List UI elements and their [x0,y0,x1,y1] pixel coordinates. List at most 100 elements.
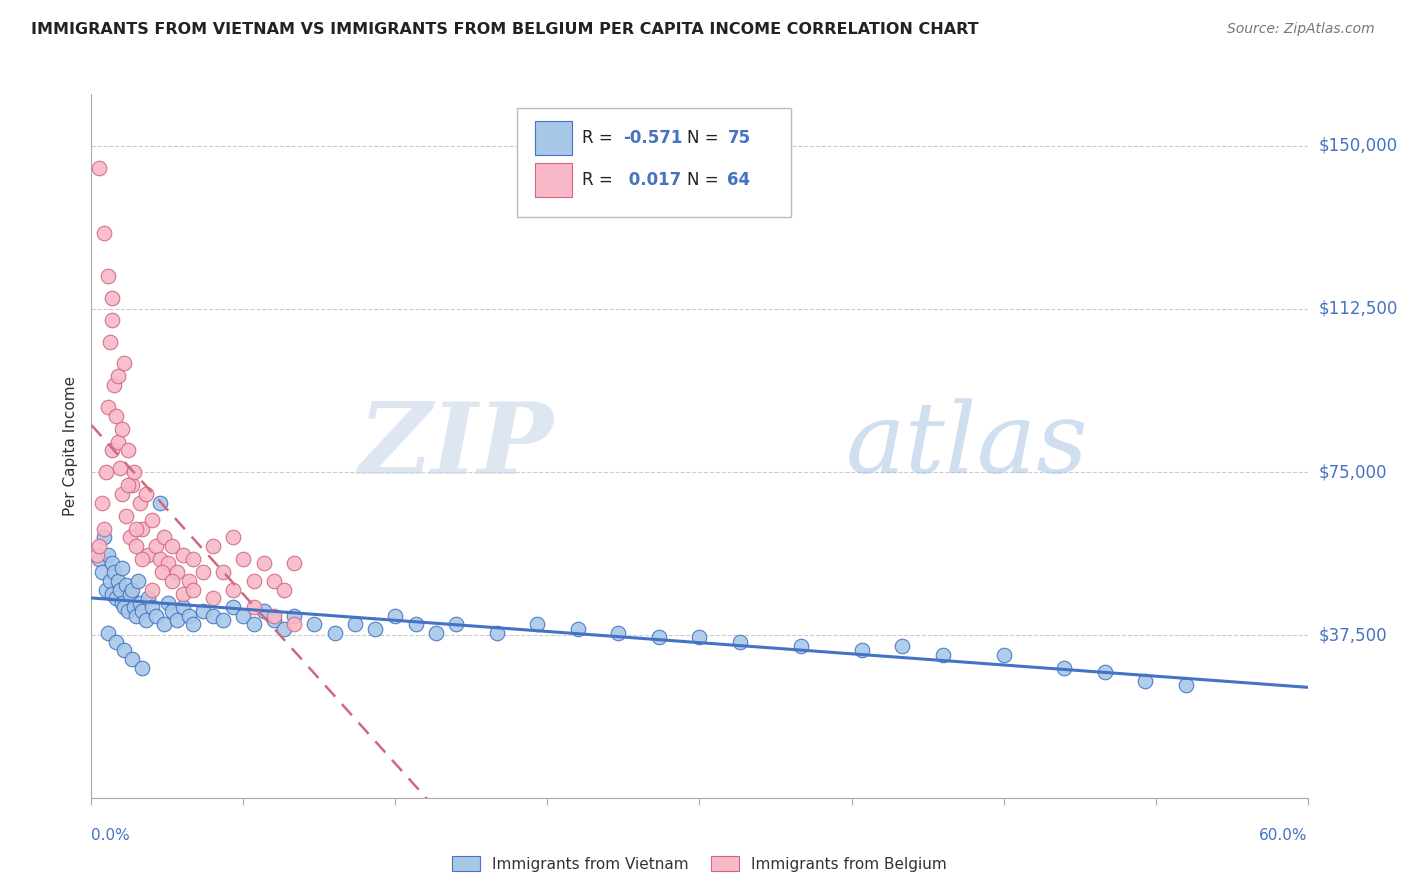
Text: IMMIGRANTS FROM VIETNAM VS IMMIGRANTS FROM BELGIUM PER CAPITA INCOME CORRELATION: IMMIGRANTS FROM VIETNAM VS IMMIGRANTS FR… [31,22,979,37]
Point [131,552,153,566]
Point [125,539,148,553]
Text: $112,500: $112,500 [1319,300,1398,318]
Point [202,591,225,606]
Point [1175,678,1198,692]
Point [212,565,235,579]
Point [607,626,630,640]
Point [273,582,295,597]
Point [149,495,172,509]
Point [100,557,122,571]
Point [97,626,120,640]
Point [107,434,129,449]
Point [150,565,173,579]
Point [136,591,159,606]
Point [111,487,134,501]
Point [425,626,447,640]
Point [111,421,134,435]
Point [112,643,135,657]
Point [89,161,111,175]
Point [104,591,127,606]
Bar [536,121,572,155]
Point [1094,665,1116,680]
Point [993,648,1015,662]
Point [135,613,157,627]
Point [89,552,111,566]
Point [242,617,264,632]
Point [728,634,751,648]
Point [98,574,121,588]
Point [145,608,167,623]
Point [131,661,153,675]
Point [127,574,149,588]
Point [526,617,548,632]
Point [162,539,184,553]
Point [93,530,115,544]
Point [97,269,120,284]
Point [157,557,180,571]
Point [166,613,188,627]
Text: Source: ZipAtlas.com: Source: ZipAtlas.com [1227,22,1375,37]
Point [181,617,204,632]
Point [90,565,112,579]
Point [122,465,145,479]
Text: 75: 75 [727,129,751,147]
Point [100,587,122,601]
Point [177,574,200,588]
Point [485,626,508,640]
Point [112,356,135,370]
Point [93,522,115,536]
Point [129,495,152,509]
Point [273,622,295,636]
Point [242,574,264,588]
Point [1135,673,1157,688]
Point [97,548,120,562]
Point [115,578,138,592]
Point [125,522,148,536]
Point [103,378,125,392]
Point [121,582,143,597]
Point [166,565,188,579]
Text: $37,500: $37,500 [1319,626,1388,644]
Point [121,652,143,666]
Point [172,599,194,614]
Point [93,226,115,240]
Point [648,631,671,645]
Point [94,582,117,597]
Point [304,617,326,632]
Point [283,608,305,623]
Point [384,608,406,623]
Point [153,617,176,632]
Point [851,643,873,657]
Point [108,460,131,475]
Point [891,639,914,653]
Point [283,557,305,571]
Legend: Immigrants from Vietnam, Immigrants from Belgium: Immigrants from Vietnam, Immigrants from… [453,855,946,871]
Point [253,557,276,571]
Point [931,648,953,662]
Point [567,622,589,636]
Point [108,582,131,597]
Text: -0.571: -0.571 [623,129,682,147]
Point [107,369,129,384]
Point [162,604,184,618]
Point [212,613,235,627]
Point [222,530,245,544]
Point [149,552,172,566]
Point [202,539,225,553]
Point [131,522,153,536]
Point [405,617,427,632]
Point [343,617,366,632]
Point [253,604,276,618]
Point [181,552,204,566]
Point [98,334,121,349]
Point [172,548,194,562]
Point [131,604,153,618]
Point [117,443,139,458]
Point [153,530,176,544]
Point [107,574,129,588]
Point [103,565,125,579]
Text: R =: R = [582,171,617,189]
Point [90,495,112,509]
Point [232,552,254,566]
Point [177,608,200,623]
